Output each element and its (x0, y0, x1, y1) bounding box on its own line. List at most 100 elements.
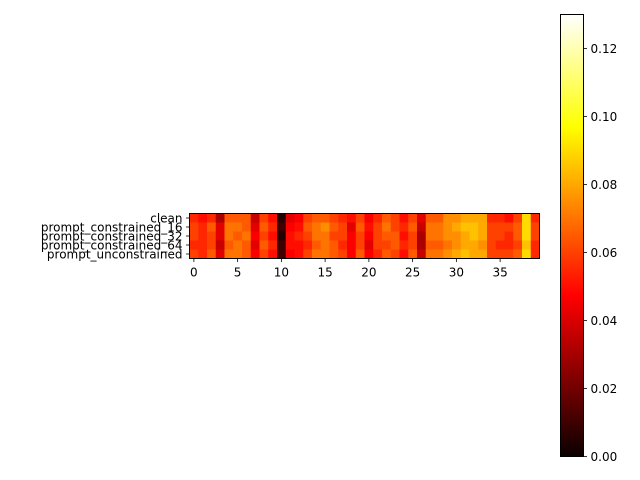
heatmap-cell (469, 231, 479, 241)
x-tick-label: 15 (317, 266, 332, 280)
heatmap-cell (399, 213, 409, 223)
heatmap-cell (259, 222, 269, 232)
heatmap-cell (215, 240, 225, 250)
row-label: prompt_unconstrained (47, 247, 183, 261)
heatmap-cell (522, 231, 532, 241)
heatmap-cell (207, 240, 217, 250)
heatmap-cell (268, 231, 278, 241)
colorbar-tick-label: 0.02 (591, 382, 618, 396)
heatmap-cell (373, 240, 383, 250)
heatmap-cell (303, 249, 313, 259)
heatmap-cell (390, 240, 400, 250)
heatmap-cell (408, 222, 418, 232)
x-tick-label: 5 (234, 266, 242, 280)
row-label: prompt_constrained_16 (41, 220, 183, 234)
heatmap-cell (417, 231, 427, 241)
heatmap-cell (399, 240, 409, 250)
heatmap-cell (478, 213, 488, 223)
heatmap-cell (452, 231, 462, 241)
heatmap-cell (504, 222, 514, 232)
heatmap-cell (452, 213, 462, 223)
heatmap-cell (285, 249, 295, 259)
heatmap-cell (312, 240, 322, 250)
heatmap-cell (408, 249, 418, 259)
heatmap-cell (338, 231, 348, 241)
heatmap-cell (250, 231, 260, 241)
heatmap-cell (320, 240, 330, 250)
heatmap-cell (347, 222, 357, 232)
heatmap-cell (504, 213, 514, 223)
heatmap-cell (469, 213, 479, 223)
heatmap-cell (294, 222, 304, 232)
heatmap-cell (277, 240, 287, 250)
heatmap-cell (355, 222, 365, 232)
heatmap-cell (294, 231, 304, 241)
colorbar-ticks: 0.00 0.02 0.04 0.06 0.08 0.10 0.12 (583, 42, 618, 464)
heatmap-cell (207, 222, 217, 232)
colorbar-tick-label: 0.04 (591, 314, 618, 328)
heatmap-cell (294, 240, 304, 250)
heatmap-cell (215, 249, 225, 259)
heatmap-cell (434, 231, 444, 241)
heatmap-cell (294, 249, 304, 259)
heatmap-cell (408, 213, 418, 223)
heatmap-cell (198, 231, 208, 241)
heatmap-cell (355, 240, 365, 250)
heatmap-cell (355, 213, 365, 223)
heatmap-cell (495, 213, 505, 223)
heatmap-cell (469, 240, 479, 250)
heatmap-cell (452, 240, 462, 250)
heatmap-cell (355, 231, 365, 241)
heatmap-cell (478, 249, 488, 259)
heatmap-cell (242, 240, 252, 250)
heatmap-cell (513, 213, 523, 223)
heatmap-cell (364, 240, 374, 250)
heatmap-cell (285, 213, 295, 223)
row-label: prompt_constrained_64 (41, 238, 183, 252)
heatmap-cell (259, 213, 269, 223)
heatmap-cell (320, 222, 330, 232)
heatmap-cell (250, 213, 260, 223)
heatmap-cell (277, 213, 287, 223)
heatmap-cell (303, 213, 313, 223)
heatmap-cell (277, 249, 287, 259)
heatmap-cell (495, 249, 505, 259)
heatmap-cell (443, 213, 453, 223)
heatmap-cell (434, 222, 444, 232)
heatmap-cell (189, 231, 199, 241)
heatmap-cell (382, 240, 392, 250)
heatmap-cell (189, 213, 199, 223)
heatmap-cell (250, 222, 260, 232)
heatmap-cells (189, 213, 540, 259)
heatmap-cell (329, 240, 339, 250)
heatmap-cell (390, 222, 400, 232)
heatmap-cell (242, 213, 252, 223)
heatmap-cell (233, 213, 243, 223)
heatmap-cell (443, 231, 453, 241)
heatmap-cell (443, 222, 453, 232)
heatmap-cell (390, 213, 400, 223)
colorbar-tick-label: 0.12 (591, 42, 618, 56)
heatmap-cell (495, 222, 505, 232)
colorbar-tick-label: 0.06 (591, 246, 618, 260)
heatmap-cell (215, 231, 225, 241)
heatmap-cell (329, 213, 339, 223)
heatmap-cell (469, 249, 479, 259)
heatmap-cell (233, 249, 243, 259)
heatmap-cell (268, 249, 278, 259)
heatmap-cell (469, 222, 479, 232)
heatmap-cell (460, 222, 470, 232)
heatmap-cell (329, 222, 339, 232)
heatmap-cell (390, 231, 400, 241)
heatmap-cell (425, 213, 435, 223)
heatmap-cell (285, 240, 295, 250)
heatmap-cell (242, 231, 252, 241)
heatmap-cell (320, 249, 330, 259)
heatmap-cell (390, 249, 400, 259)
x-axis-ticks: 0 5 10 15 20 25 30 35 (190, 258, 508, 280)
colorbar (560, 14, 584, 457)
heatmap-cell (487, 249, 497, 259)
heatmap-cell (495, 231, 505, 241)
heatmap-cell (434, 249, 444, 259)
heatmap-cell (233, 222, 243, 232)
